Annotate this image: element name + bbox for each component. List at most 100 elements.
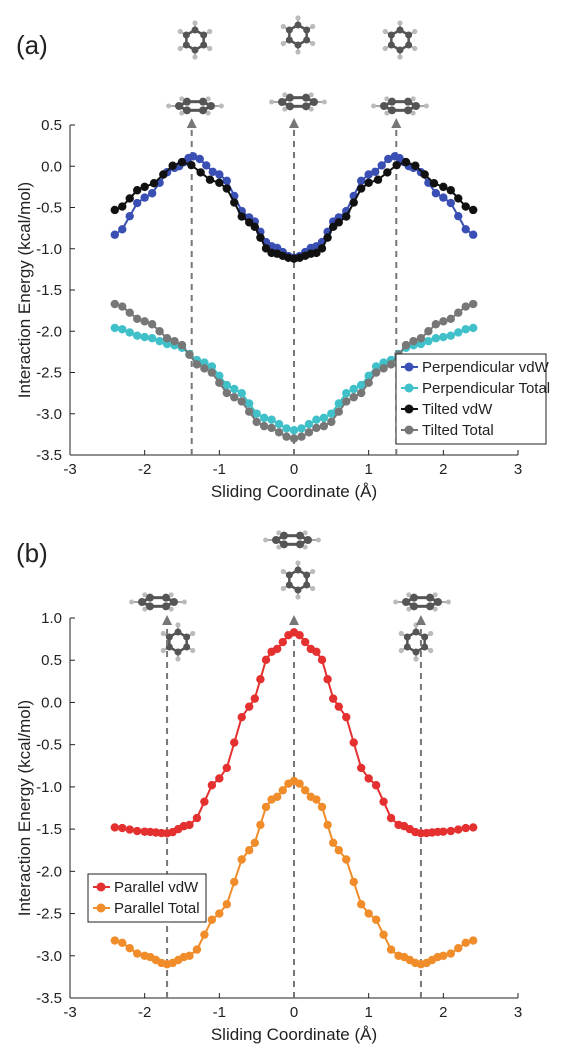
data-point: [461, 225, 470, 234]
data-point: [411, 161, 420, 170]
data-point: [256, 675, 265, 684]
data-point: [446, 186, 455, 195]
data-point: [259, 421, 269, 431]
data-point: [327, 417, 336, 427]
data-point: [301, 786, 310, 795]
data-point: [319, 413, 329, 423]
data-point: [222, 388, 231, 398]
data-point: [323, 233, 332, 242]
hydrogen-atom: [384, 96, 390, 102]
carbon-atom: [426, 602, 434, 611]
molecule-parallel-right-bottom-icon: [386, 622, 446, 662]
y-tick-label: 1.0: [41, 610, 62, 627]
arrow-head-icon: [162, 615, 173, 625]
carbon-atom: [404, 97, 412, 106]
data-point: [371, 362, 381, 371]
benzene-drawing: [269, 92, 327, 112]
carbon-atom: [183, 97, 191, 106]
data-point: [237, 855, 246, 864]
carbon-atom: [303, 36, 311, 44]
data-point: [110, 823, 120, 832]
data-point: [342, 712, 351, 722]
hydrogen-atom: [263, 537, 269, 543]
data-point: [245, 702, 254, 711]
hydrogen-atom: [218, 103, 224, 109]
data-point: [429, 179, 439, 188]
benzene-drawing: [398, 622, 434, 662]
hydrogen-atom: [207, 28, 213, 35]
data-point: [118, 823, 127, 833]
data-point: [125, 194, 134, 203]
data-point: [334, 218, 343, 227]
data-point: [373, 175, 383, 184]
legend-swatch-marker: [96, 903, 106, 913]
data-point: [110, 323, 120, 333]
data-point: [155, 336, 164, 346]
y-axis-label: Interaction Energy (kcal/mol): [15, 700, 34, 916]
data-point: [140, 193, 149, 202]
data-point: [357, 763, 366, 773]
carbon-atom: [138, 598, 146, 606]
y-tick-label: -3.0: [36, 406, 62, 423]
carbon-atom: [174, 648, 182, 656]
data-point: [416, 334, 426, 343]
data-point: [469, 936, 478, 945]
data-point: [401, 157, 411, 167]
carbon-atom: [304, 536, 312, 544]
data-point: [273, 792, 282, 802]
data-point: [371, 167, 380, 177]
hydrogen-atom: [398, 647, 404, 654]
data-point: [252, 409, 261, 418]
y-tick-label: -2.5: [36, 365, 62, 382]
carbon-atom: [280, 540, 288, 549]
data-point: [196, 168, 205, 177]
carbon-atom: [388, 97, 396, 106]
data-point: [424, 336, 433, 346]
data-point: [185, 820, 194, 830]
data-point: [386, 360, 396, 369]
data-point: [461, 302, 470, 311]
data-point: [416, 339, 426, 349]
data-point: [439, 827, 448, 836]
data-point: [185, 951, 194, 960]
legend-entry: Parallel Total: [114, 900, 200, 917]
benzene-drawing: [371, 96, 429, 116]
hydrogen-atom: [384, 110, 390, 116]
data-point: [177, 340, 187, 350]
data-point: [252, 417, 261, 427]
carbon-atom: [426, 593, 434, 602]
hydrogen-atom: [371, 103, 377, 109]
hydrogen-atom: [302, 530, 308, 536]
panel-b-label: (b): [16, 538, 48, 568]
data-point: [245, 218, 254, 227]
data-point: [110, 230, 120, 239]
hydrogen-atom: [295, 15, 301, 21]
legend-box: [395, 353, 547, 445]
molecule-parallel-left-top-icon: [128, 582, 188, 622]
carbon-atom: [296, 531, 304, 540]
data-point: [215, 909, 224, 918]
data-point: [202, 161, 211, 170]
hydrogen-atom: [398, 630, 404, 637]
carbon-atom: [182, 41, 190, 49]
data-point: [295, 779, 304, 788]
x-tick-label: 0: [290, 461, 298, 478]
data-point: [110, 936, 120, 945]
data-point: [222, 380, 231, 390]
legend-swatch-marker: [96, 882, 106, 892]
arrow-head-icon: [289, 118, 299, 128]
data-point: [205, 175, 215, 184]
carbon-atom: [183, 643, 191, 651]
x-axis-label: Sliding Coordinate (Å): [211, 1025, 377, 1044]
carbon-atom: [434, 598, 442, 606]
data-point: [237, 389, 246, 398]
x-tick-label: 1: [364, 461, 372, 478]
carbon-atom: [294, 41, 302, 49]
y-tick-label: -1.0: [36, 241, 62, 258]
data-point: [334, 407, 343, 416]
data-point: [357, 176, 366, 185]
x-axis-label: Sliding Coordinate (Å): [211, 482, 377, 501]
data-point: [357, 184, 366, 193]
legend-swatch-marker: [404, 362, 414, 372]
hydrogen-atom: [142, 592, 148, 598]
